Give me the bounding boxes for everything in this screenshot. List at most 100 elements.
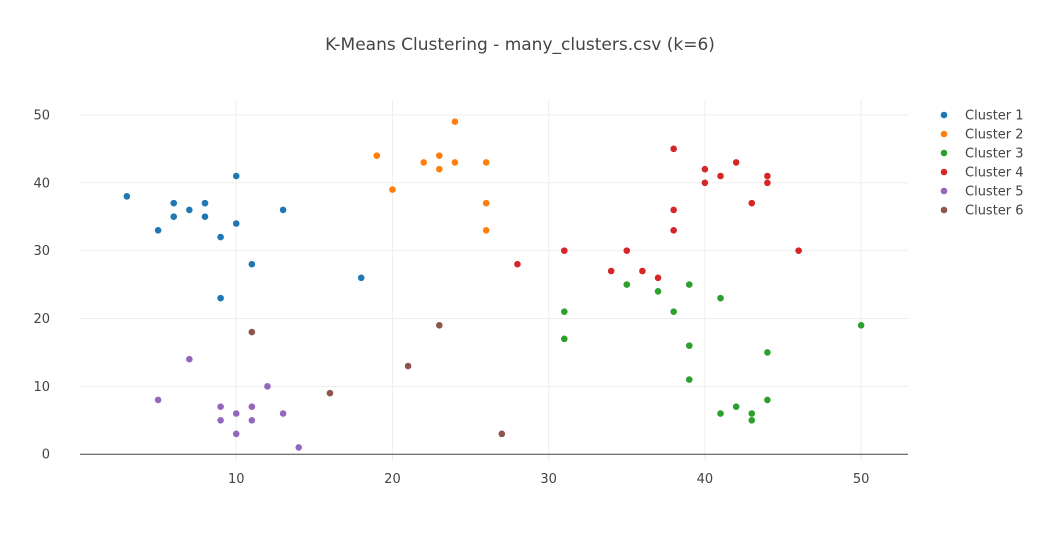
cluster-5-point xyxy=(217,416,224,424)
axes: 10 20 30 40 50 0 10 20 30 40 50 xyxy=(33,108,908,487)
cluster-1-point xyxy=(170,199,178,207)
cluster-2-point xyxy=(436,165,443,173)
legend-marker xyxy=(940,206,948,214)
y-tick-label: 30 xyxy=(33,244,50,259)
cluster-5-point xyxy=(248,403,256,411)
cluster-4-point xyxy=(670,226,677,234)
cluster-3-point xyxy=(764,349,771,356)
cluster-3-point xyxy=(623,281,631,288)
cluster-3-point xyxy=(857,321,865,329)
x-tick-label: 50 xyxy=(853,472,870,487)
x-tick-label: 30 xyxy=(540,472,557,487)
cluster-6-point xyxy=(248,328,256,336)
cluster-4-point xyxy=(717,172,724,180)
legend-label: Cluster 2 xyxy=(965,128,1024,143)
x-tick-label: 40 xyxy=(697,472,714,487)
cluster-6-point xyxy=(436,321,443,329)
cluster-5-point xyxy=(232,410,240,417)
cluster-1-point xyxy=(201,199,209,207)
cluster-3-point xyxy=(717,294,724,302)
chart-title: K-Means Clustering - many_clusters.csv (… xyxy=(325,35,715,55)
cluster-3-point xyxy=(654,288,662,295)
cluster-1-point xyxy=(217,294,224,302)
cluster-1-point xyxy=(232,220,240,227)
cluster-3-point xyxy=(685,342,693,349)
cluster-3-point xyxy=(561,308,568,316)
cluster-3-point xyxy=(561,335,568,343)
cluster-3-point xyxy=(717,410,724,417)
legend-marker xyxy=(940,168,948,176)
y-tick-label: 40 xyxy=(33,176,50,191)
cluster-5-point xyxy=(154,396,162,404)
x-tick-label: 20 xyxy=(384,472,401,487)
legend-item-cluster-2[interactable]: Cluster 2 xyxy=(940,128,1024,143)
cluster-4-point xyxy=(670,206,677,214)
cluster-5-point xyxy=(248,416,256,424)
y-tick-label: 20 xyxy=(33,312,50,327)
cluster-1-point xyxy=(186,206,193,214)
cluster-4-point xyxy=(623,247,631,254)
cluster-1-point xyxy=(170,213,178,221)
cluster-2-point xyxy=(451,159,459,166)
cluster-1-point xyxy=(279,206,287,214)
cluster-4-point xyxy=(764,179,771,187)
cluster-2-point xyxy=(373,152,381,159)
cluster-6-point xyxy=(498,430,506,438)
legend-label: Cluster 6 xyxy=(965,204,1024,219)
cluster-1-point xyxy=(232,172,240,180)
y-tick-label: 0 xyxy=(42,448,50,463)
cluster-2-point xyxy=(482,226,490,234)
legend-marker xyxy=(940,111,948,119)
cluster-1-point xyxy=(248,260,256,268)
legend: Cluster 1 Cluster 2 Cluster 3 Cluster 4 Clus… xyxy=(940,109,1024,219)
legend-marker xyxy=(940,187,948,195)
cluster-4-point xyxy=(701,179,709,187)
cluster-1-point xyxy=(217,233,224,241)
x-tick-label: 10 xyxy=(228,472,245,487)
cluster-5-point xyxy=(217,403,224,411)
y-tick-label: 10 xyxy=(33,380,50,395)
cluster-2-point xyxy=(420,159,427,166)
cluster-3-point xyxy=(670,308,677,316)
cluster-2-point xyxy=(482,199,490,207)
legend-label: Cluster 4 xyxy=(965,166,1024,181)
cluster-4-point xyxy=(795,247,802,254)
cluster-5-point xyxy=(279,410,287,417)
cluster-4-point xyxy=(607,267,615,275)
cluster-3-point xyxy=(732,403,740,411)
legend-item-cluster-1[interactable]: Cluster 1 xyxy=(940,109,1024,124)
cluster-2-point xyxy=(436,152,443,159)
legend-label: Cluster 5 xyxy=(965,185,1024,200)
cluster-6-point xyxy=(326,389,334,397)
cluster-4-point xyxy=(654,274,662,282)
cluster-3-point xyxy=(764,396,771,404)
legend-label: Cluster 1 xyxy=(965,109,1024,124)
cluster-4-point xyxy=(701,165,709,173)
cluster-4-point xyxy=(748,199,756,207)
cluster-4-point xyxy=(639,267,646,275)
cluster-3-point xyxy=(685,376,693,383)
grid-lines xyxy=(80,100,908,461)
legend-label: Cluster 3 xyxy=(965,147,1024,162)
cluster-2-point xyxy=(482,159,490,166)
legend-item-cluster-5[interactable]: Cluster 5 xyxy=(940,185,1024,200)
cluster-4-point xyxy=(514,260,521,268)
legend-item-cluster-6[interactable]: Cluster 6 xyxy=(940,204,1024,219)
cluster-1-point xyxy=(201,213,209,221)
cluster-5-point xyxy=(295,444,303,451)
cluster-2-point xyxy=(451,118,459,126)
cluster-2-point xyxy=(389,186,396,193)
cluster-3-point xyxy=(748,410,756,417)
cluster-3-point xyxy=(748,416,756,424)
cluster-1-point xyxy=(357,274,365,282)
legend-marker xyxy=(940,130,948,138)
cluster-1-point xyxy=(154,226,162,234)
cluster-5-point xyxy=(232,430,240,438)
legend-item-cluster-4[interactable]: Cluster 4 xyxy=(940,166,1024,181)
legend-item-cluster-3[interactable]: Cluster 3 xyxy=(940,147,1024,162)
cluster-5-point xyxy=(186,355,193,363)
cluster-4-point xyxy=(732,159,740,166)
cluster-4-point xyxy=(764,172,771,180)
legend-marker xyxy=(940,149,948,157)
